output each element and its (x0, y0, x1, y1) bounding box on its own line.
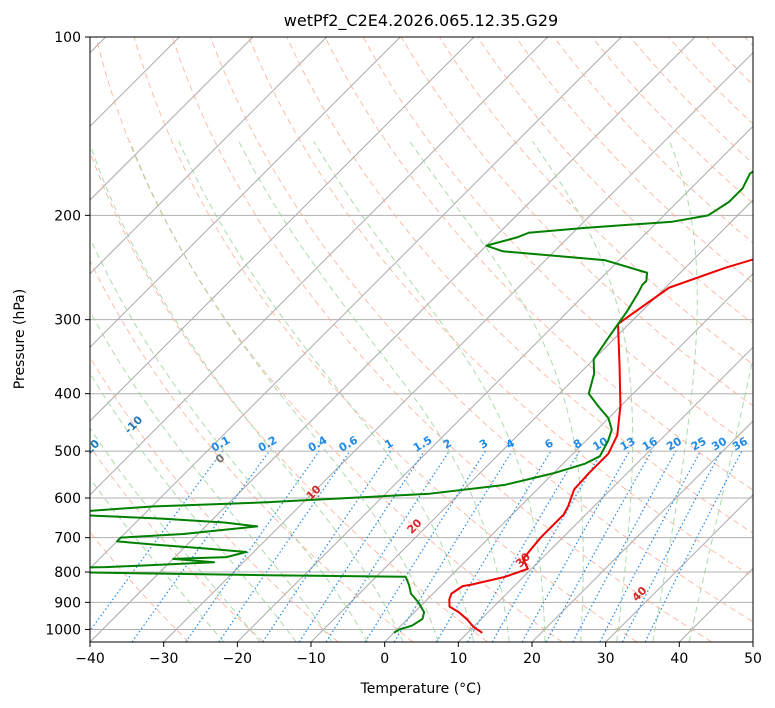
moist-adiabat-line (178, 141, 475, 642)
isotherm-line (90, 37, 475, 422)
mixing-ratio-line (185, 450, 320, 642)
y-tick-label: 800 (54, 565, 81, 581)
dry-adiabat-line (171, 37, 712, 642)
mixing-ratio-line (298, 450, 425, 642)
chart-title: wetPf2_C2E4.2026.065.12.35.G29 (284, 11, 558, 31)
dry-adiabat-line (324, 37, 753, 491)
x-tick-label: −30 (149, 651, 179, 667)
moist-adiabat-line (652, 141, 698, 642)
dry-adiabat-line (90, 445, 264, 642)
isotherm-line (605, 493, 753, 642)
x-axis-label: Temperature (°C) (360, 681, 482, 697)
isotherm-line (90, 37, 696, 642)
dry-adiabat-line (90, 356, 339, 642)
dry-adiabat-line (515, 37, 753, 284)
dry-adiabat-line (210, 37, 753, 623)
y-tick-label: 100 (54, 30, 81, 46)
isotherm-line (236, 125, 753, 642)
mixing-ratio-line (572, 450, 677, 642)
plot-area: 0.10.20.40.611.52346810131620253036-100-… (0, 37, 753, 642)
moist-adiabat-line (238, 141, 510, 642)
moist-adiabat-line (90, 427, 261, 642)
isotherm-line (457, 346, 753, 642)
y-tick-label: 900 (54, 595, 81, 611)
moist-adiabat-line (90, 310, 333, 642)
mixing-ratio-line (545, 450, 653, 642)
mixing-ratio-line (325, 450, 450, 642)
x-tick-label: 50 (744, 651, 762, 667)
moist-adiabat-line (313, 141, 546, 642)
isotherm-line (90, 37, 401, 349)
dry-adiabat-line (248, 37, 753, 578)
mixing-ratio-line (393, 450, 513, 642)
y-tick-label: 600 (54, 491, 81, 507)
y-tick-label: 1000 (45, 622, 81, 638)
x-tick-label: 30 (597, 651, 615, 667)
mixing-ratio-line (521, 450, 631, 642)
isotherm-line (163, 51, 753, 642)
x-tick-label: −40 (75, 651, 105, 667)
x-tick-label: −20 (223, 651, 253, 667)
isotherm-line (90, 37, 328, 275)
y-tick-label: 200 (54, 208, 81, 224)
isotherm-label: -30 (0, 385, 12, 408)
y-tick-label: 300 (54, 313, 81, 329)
x-tick-label: 40 (670, 651, 688, 667)
x-tick-label: 0 (380, 651, 389, 667)
mixing-ratio-line (644, 450, 743, 642)
x-tick-label: 10 (449, 651, 467, 667)
temperature-profile-line (448, 258, 753, 634)
dry-adiabat-line (133, 37, 638, 642)
mixing-ratio-line (90, 450, 223, 632)
moist-adiabat-line (90, 143, 404, 642)
y-tick-label: 500 (54, 444, 81, 460)
plot-frame (89, 36, 754, 643)
isotherm-line (90, 37, 549, 496)
y-tick-label: 700 (54, 531, 81, 547)
y-axis-label: Pressure (hPa) (12, 289, 28, 389)
moist-adiabat-line (90, 372, 297, 642)
moist-adiabat-line (688, 355, 753, 642)
mixing-ratio-line (262, 450, 392, 642)
mixing-ratio-line (131, 450, 270, 642)
isotherm-line (384, 272, 753, 642)
dewpoint-profile-line (90, 170, 753, 634)
y-tick-label: 400 (54, 387, 81, 403)
x-tick-label: 20 (523, 651, 541, 667)
isotherm-line (531, 420, 753, 642)
isotherm-line (752, 641, 753, 642)
dry-adiabat-line (90, 259, 414, 642)
mixing-ratio-line (218, 450, 351, 642)
x-tick-label: −10 (296, 651, 326, 667)
dry-adiabat-line (286, 37, 753, 534)
moist-adiabat-line (90, 477, 225, 642)
axes: −40 −30 −20 −10 0 10 20 30 40 50 100 200 300 400 500 60… (45, 30, 762, 667)
isotherm-line (90, 37, 254, 201)
plot-background (90, 37, 753, 642)
moist-adiabat-line (409, 141, 584, 642)
